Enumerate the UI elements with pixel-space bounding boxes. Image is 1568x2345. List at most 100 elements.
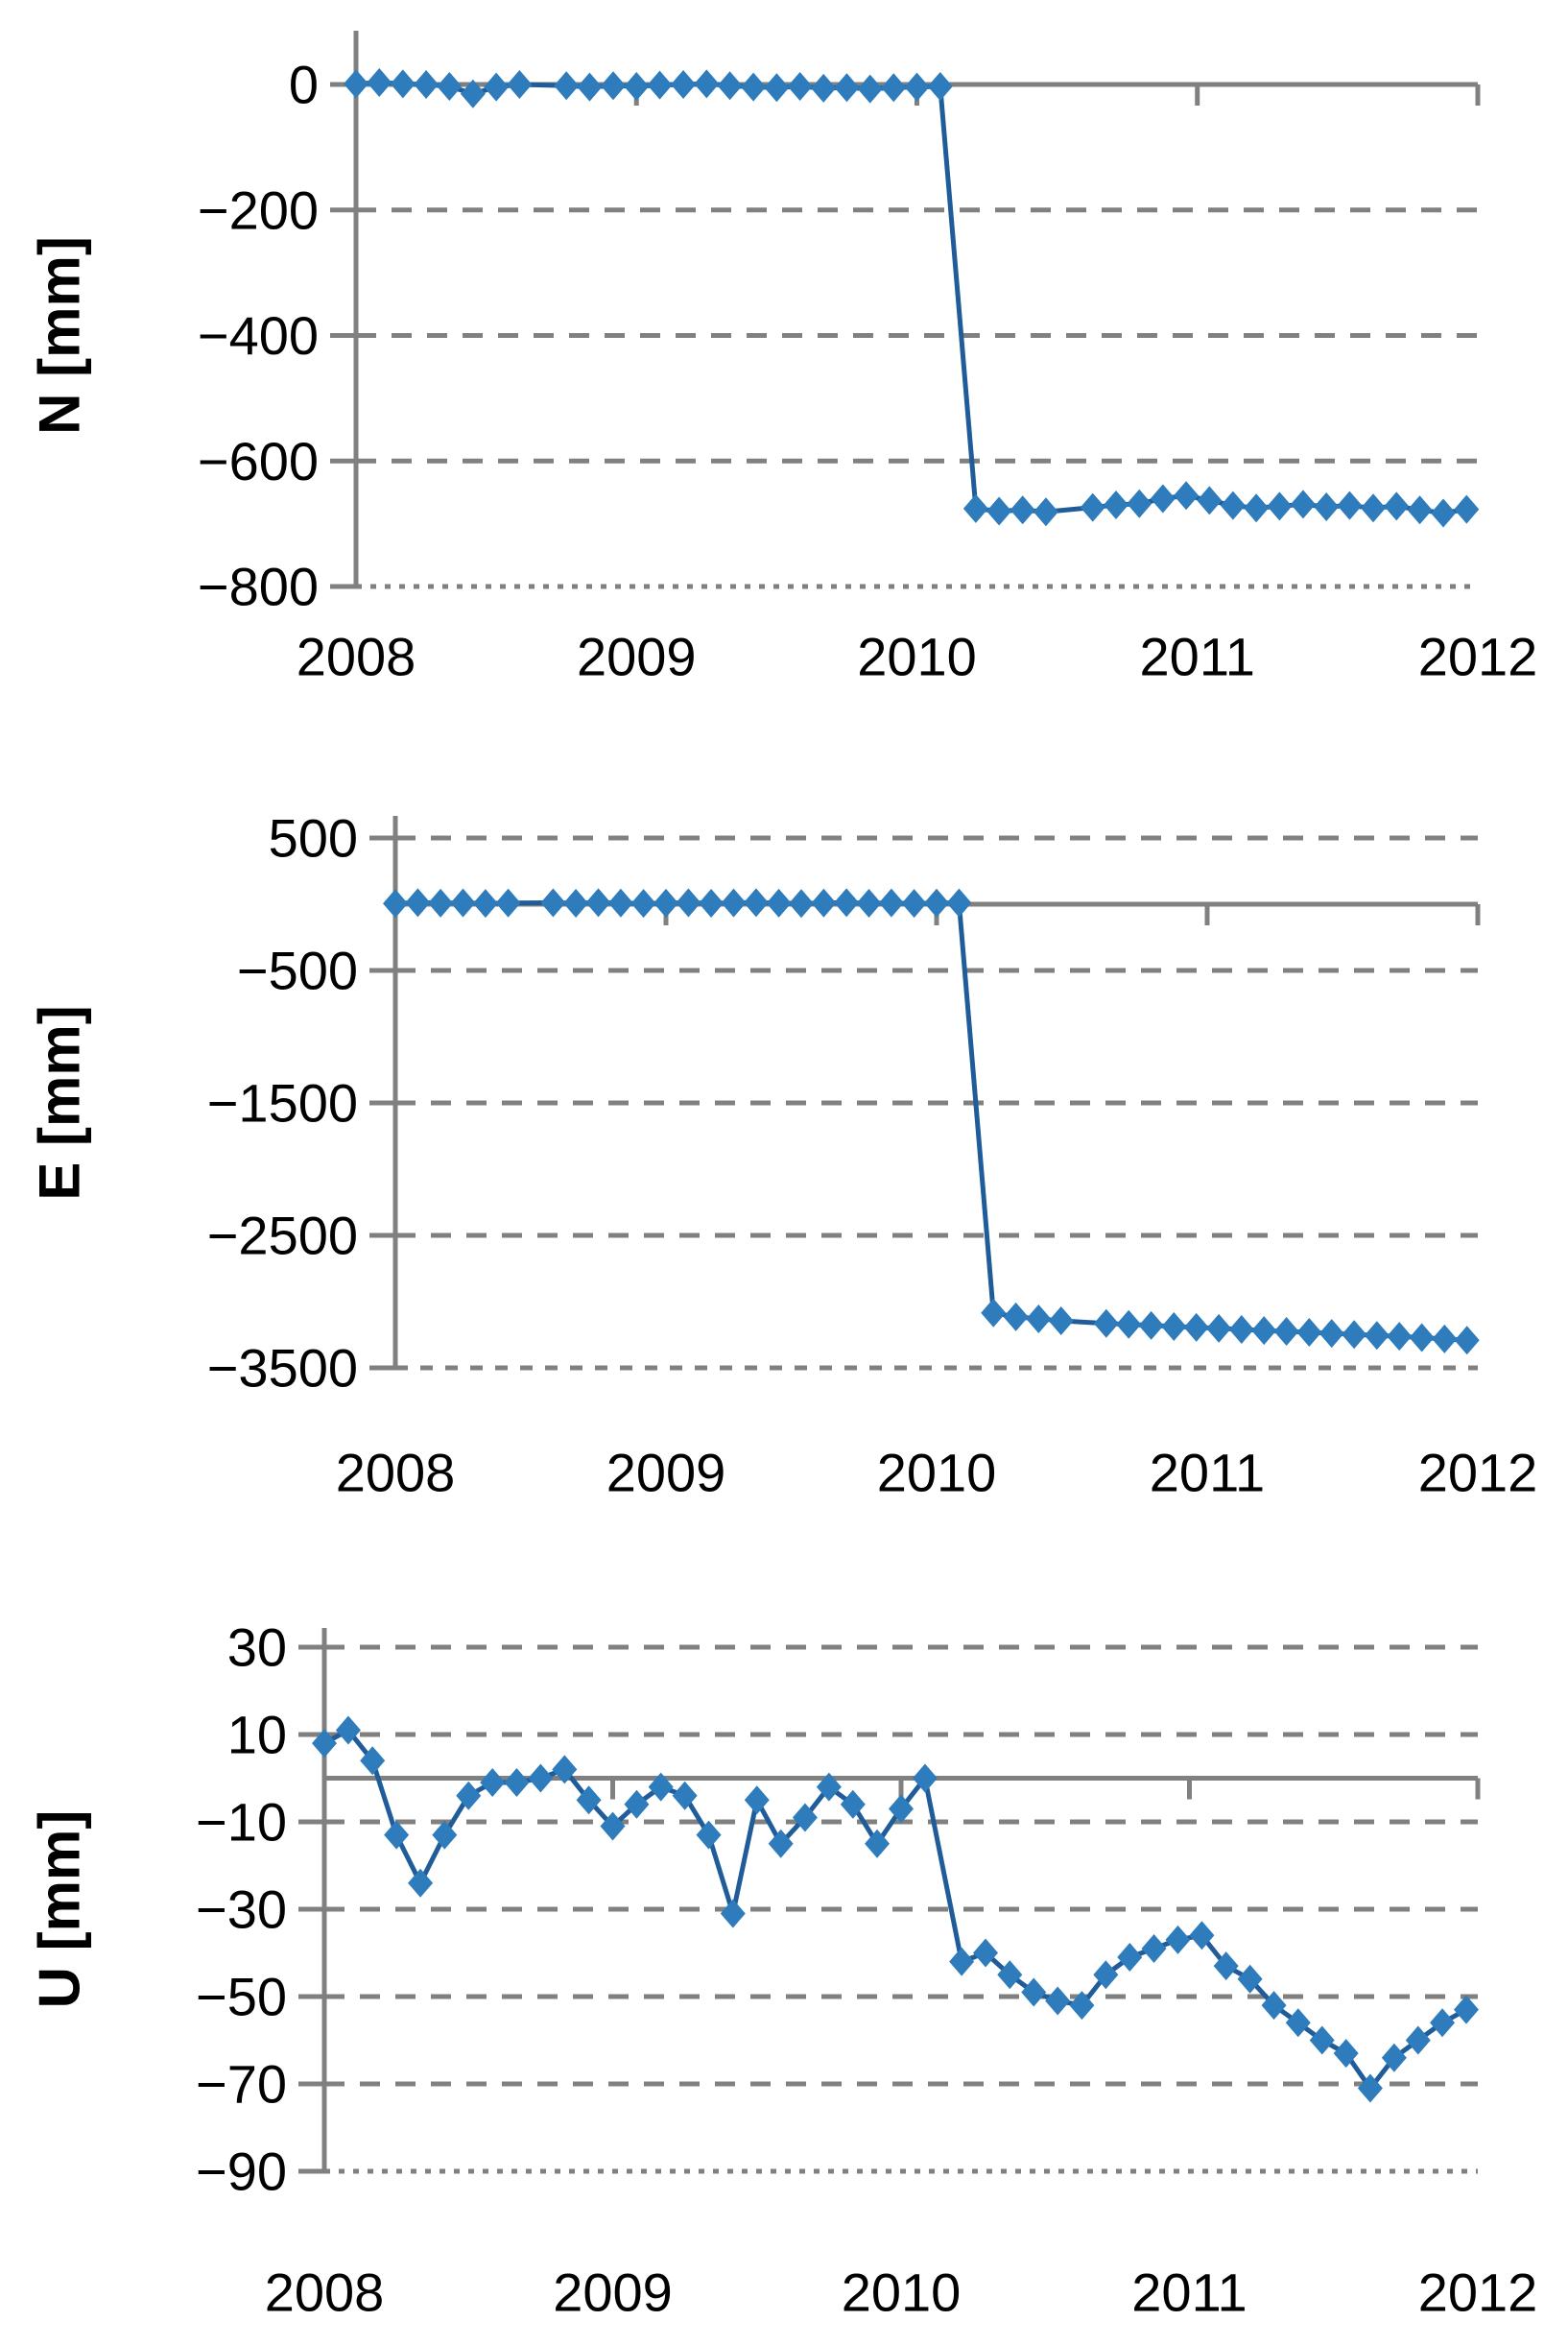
- data-point: [472, 889, 498, 919]
- x-tick-label: 2012: [1418, 2262, 1538, 2323]
- data-point: [384, 1820, 410, 1850]
- data-point: [696, 1820, 722, 1850]
- data-point: [789, 889, 814, 919]
- e-component-axis-title: E [mm]: [28, 1005, 92, 1200]
- data-point: [1261, 1991, 1287, 2021]
- data-point: [1127, 489, 1152, 518]
- data-point: [912, 1763, 938, 1793]
- y-tick-label: −10: [196, 1792, 287, 1853]
- data-point: [428, 888, 454, 918]
- y-tick-label: −30: [196, 1879, 287, 1940]
- x-tick-label: 2012: [1418, 1443, 1538, 1503]
- x-tick-label: 2012: [1418, 627, 1538, 687]
- data-point: [927, 71, 953, 101]
- x-tick-label: 2010: [842, 2262, 962, 2323]
- data-point: [764, 73, 790, 103]
- data-point: [405, 888, 431, 918]
- data-point: [1387, 1322, 1413, 1352]
- data-point: [857, 74, 883, 104]
- data-point: [504, 1768, 530, 1798]
- data-point: [946, 888, 972, 918]
- y-tick-label: −90: [196, 2142, 287, 2202]
- data-point: [484, 72, 510, 102]
- n-component-axis-title: N [mm]: [28, 236, 92, 435]
- data-point: [540, 888, 566, 918]
- data-point: [1357, 2073, 1383, 2103]
- x-tick-label: 2009: [577, 627, 697, 687]
- data-point: [528, 1763, 554, 1793]
- data-point: [367, 68, 392, 98]
- data-point: [1342, 1320, 1367, 1350]
- data-point: [1454, 1326, 1480, 1355]
- x-tick-label: 2011: [1131, 2262, 1247, 2323]
- data-point: [607, 888, 633, 918]
- u-component-series-markers: [312, 1715, 1479, 2103]
- data-point: [768, 1829, 794, 1858]
- data-point: [1333, 2039, 1359, 2069]
- data-point: [1189, 1921, 1215, 1950]
- data-point: [1407, 495, 1433, 525]
- data-point: [924, 888, 949, 918]
- data-point: [694, 69, 720, 99]
- data-point: [840, 1789, 866, 1819]
- data-point: [495, 888, 521, 918]
- n-component-series-markers: [344, 68, 1480, 528]
- y-tick-label: −400: [198, 305, 319, 366]
- data-point: [878, 888, 904, 918]
- data-point: [997, 1960, 1023, 1990]
- data-point: [432, 1820, 458, 1850]
- data-point: [1220, 491, 1246, 520]
- data-point: [1454, 494, 1480, 524]
- data-point: [904, 72, 930, 102]
- data-point: [962, 493, 988, 523]
- data-point: [717, 71, 743, 101]
- data-point: [1021, 1977, 1047, 2007]
- data-point: [721, 888, 747, 918]
- y-tick-label: −3500: [207, 1338, 358, 1399]
- data-point: [653, 888, 678, 918]
- data-point: [600, 1811, 626, 1841]
- data-point: [576, 1785, 602, 1815]
- data-point: [585, 888, 611, 918]
- data-point: [1251, 1316, 1277, 1346]
- data-point: [699, 889, 725, 919]
- data-point: [1161, 1311, 1187, 1341]
- data-point: [1093, 1308, 1119, 1338]
- e-component-gridlines: [395, 835, 1478, 1371]
- data-point: [901, 889, 927, 919]
- data-point: [1337, 491, 1363, 520]
- data-point: [1314, 491, 1340, 521]
- x-tick-label: 2008: [265, 2262, 385, 2323]
- data-point: [766, 888, 792, 918]
- x-tick-label: 2011: [1140, 627, 1255, 687]
- data-point: [1206, 1313, 1232, 1343]
- data-point: [408, 1868, 434, 1898]
- n-component-series-line: [353, 80, 1469, 515]
- y-tick-label: −800: [198, 557, 319, 617]
- data-point: [1174, 481, 1200, 511]
- data-point: [437, 71, 463, 101]
- data-point: [1080, 492, 1105, 522]
- y-tick-label: −70: [196, 2054, 287, 2115]
- data-point: [816, 1772, 842, 1802]
- data-point: [743, 888, 769, 918]
- data-point: [834, 888, 860, 918]
- y-tick-label: −2500: [207, 1206, 358, 1266]
- data-point: [1103, 491, 1128, 520]
- data-point: [1010, 495, 1035, 525]
- u-component-axis-title: U [mm]: [28, 1810, 92, 2009]
- x-tick-label: 2010: [877, 1443, 997, 1503]
- data-point: [1290, 490, 1316, 519]
- data-point: [720, 1899, 746, 1928]
- data-point: [973, 1938, 999, 1968]
- data-point: [1138, 1310, 1164, 1340]
- data-point: [1360, 493, 1386, 523]
- data-point: [1165, 1925, 1191, 1954]
- data-point: [1409, 1323, 1435, 1352]
- data-point: [630, 889, 656, 919]
- data-point: [624, 1789, 650, 1819]
- data-point: [360, 1746, 386, 1776]
- x-tick-label: 2010: [857, 627, 977, 687]
- data-point: [1273, 1317, 1299, 1347]
